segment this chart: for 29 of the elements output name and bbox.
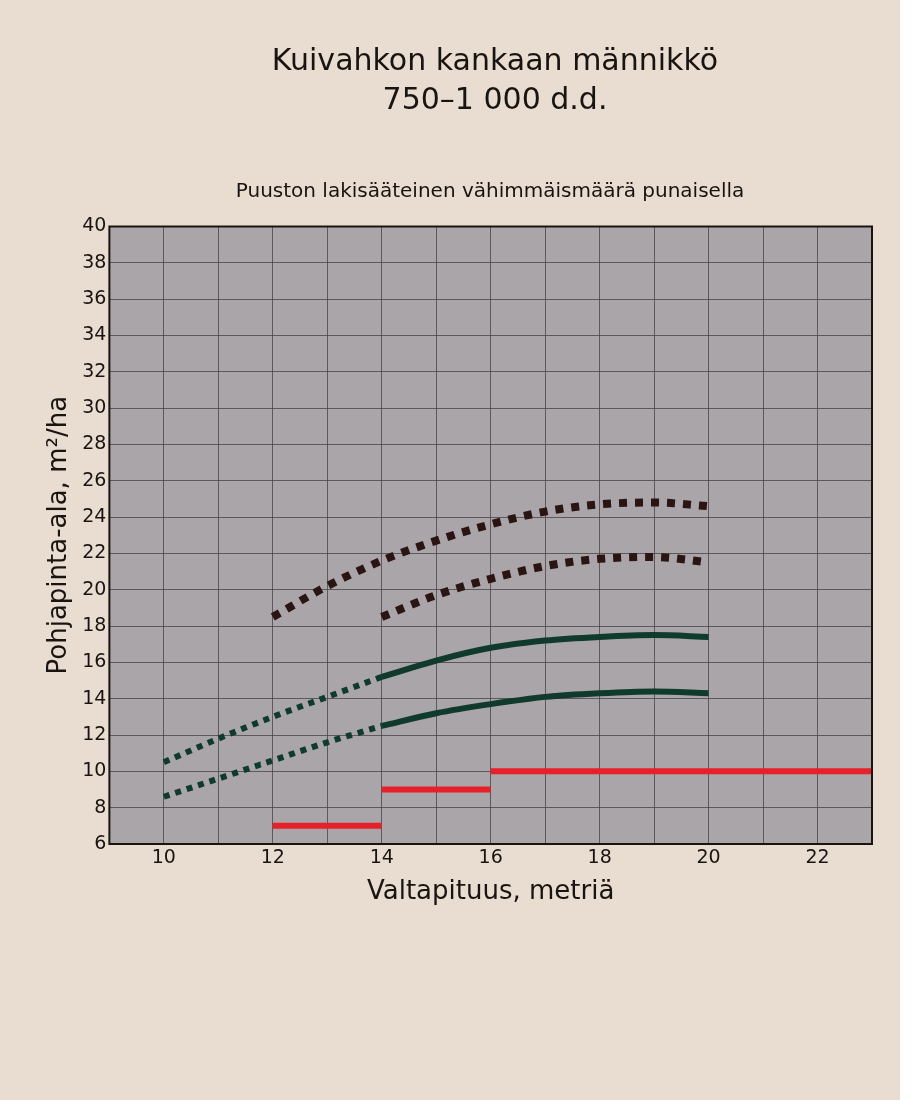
y-tick-label: 28 xyxy=(82,431,107,454)
chart-subtitle: Puuston lakisääteinen vähimmäismäärä punaisella xyxy=(234,178,746,202)
x-tick-label: 18 xyxy=(587,845,612,868)
y-tick-label: 22 xyxy=(82,540,107,563)
y-tick-label: 34 xyxy=(82,322,107,345)
x-tick-label: 12 xyxy=(260,845,285,868)
y-tick-label: 24 xyxy=(82,503,107,526)
y-tick-label: 14 xyxy=(82,685,107,708)
x-axis-title: Valtapituus, metriä xyxy=(367,875,615,906)
y-tick-label: 26 xyxy=(82,467,107,490)
y-tick-label: 18 xyxy=(82,612,107,635)
x-tick-label: 20 xyxy=(696,845,721,868)
y-tick-label: 8 xyxy=(94,794,107,817)
y-tick-label: 20 xyxy=(82,576,107,599)
y-tick-label: 16 xyxy=(82,649,107,672)
y-tick-label: 10 xyxy=(82,758,107,781)
y-tick-label: 36 xyxy=(82,286,107,308)
y-tick-label: 6 xyxy=(94,830,107,853)
x-tick-label: 14 xyxy=(369,845,394,868)
y-axis-title: Pohjapinta-ala, m²/ha xyxy=(42,395,73,675)
y-tick-label: 30 xyxy=(82,394,107,417)
y-tick-label: 40 xyxy=(82,213,107,236)
y-tick-label: 38 xyxy=(82,249,107,272)
chart-title: Kuivahkon kankaan männikkö 750–1 000 d.d. xyxy=(270,41,720,118)
y-tick-label: 12 xyxy=(82,721,107,744)
x-tick-label: 10 xyxy=(151,845,176,868)
y-tick-label: 32 xyxy=(82,358,107,381)
x-tick-label: 22 xyxy=(805,845,830,868)
x-tick-label: 16 xyxy=(478,845,503,868)
